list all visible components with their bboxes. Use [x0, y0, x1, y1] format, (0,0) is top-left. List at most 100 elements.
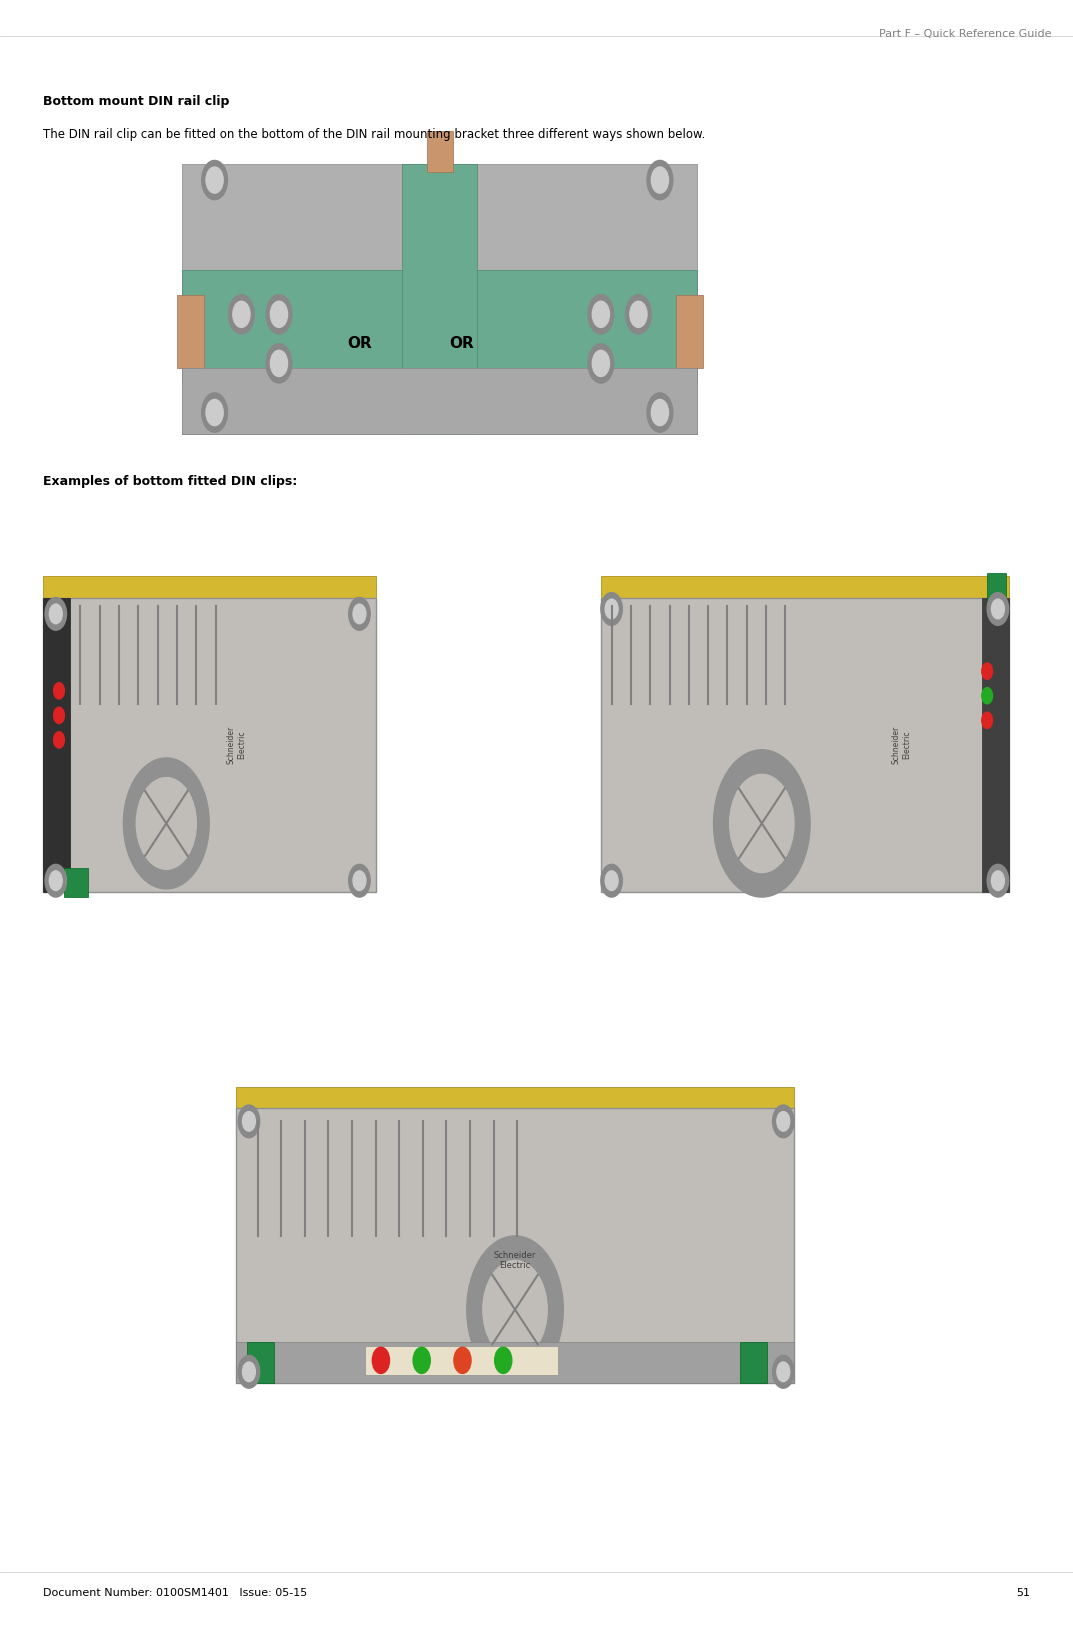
Circle shape: [349, 864, 370, 897]
Circle shape: [773, 1105, 794, 1138]
FancyBboxPatch shape: [740, 1342, 767, 1383]
FancyBboxPatch shape: [43, 598, 376, 892]
FancyBboxPatch shape: [182, 368, 697, 434]
Point: [663, 596, 676, 616]
Text: Examples of bottom fitted DIN clips:: Examples of bottom fitted DIN clips:: [43, 475, 297, 488]
Point: [760, 694, 773, 714]
Circle shape: [454, 1347, 471, 1373]
Point: [132, 694, 145, 714]
Point: [209, 596, 222, 616]
Circle shape: [270, 350, 288, 377]
Point: [322, 1226, 335, 1246]
Circle shape: [233, 301, 250, 327]
Circle shape: [242, 1362, 255, 1382]
Circle shape: [647, 393, 673, 432]
FancyBboxPatch shape: [177, 295, 204, 368]
Circle shape: [588, 344, 614, 383]
FancyBboxPatch shape: [236, 1342, 794, 1383]
Point: [346, 1112, 358, 1131]
Point: [74, 596, 87, 616]
Circle shape: [647, 160, 673, 200]
Point: [682, 596, 695, 616]
Circle shape: [982, 663, 993, 679]
Circle shape: [206, 399, 223, 426]
Point: [464, 1112, 476, 1131]
Point: [346, 1226, 358, 1246]
Circle shape: [206, 167, 223, 193]
Point: [464, 1226, 476, 1246]
Point: [702, 694, 715, 714]
FancyBboxPatch shape: [982, 598, 1009, 892]
Point: [760, 596, 773, 616]
Point: [113, 694, 126, 714]
Point: [644, 596, 657, 616]
Circle shape: [413, 1347, 430, 1373]
Circle shape: [54, 683, 64, 699]
FancyBboxPatch shape: [182, 164, 697, 434]
Point: [721, 596, 734, 616]
Point: [440, 1226, 453, 1246]
Point: [151, 694, 164, 714]
Point: [298, 1226, 311, 1246]
Circle shape: [353, 871, 366, 891]
Point: [487, 1226, 500, 1246]
Text: The DIN rail clip can be fitted on the bottom of the DIN rail mounting bracket t: The DIN rail clip can be fitted on the b…: [43, 128, 705, 141]
Point: [702, 596, 715, 616]
Circle shape: [605, 599, 618, 619]
FancyBboxPatch shape: [402, 164, 477, 434]
Circle shape: [592, 301, 609, 327]
Point: [644, 694, 657, 714]
Point: [487, 1112, 500, 1131]
Circle shape: [982, 712, 993, 728]
Point: [251, 1112, 264, 1131]
Point: [171, 694, 183, 714]
Circle shape: [987, 593, 1009, 625]
Circle shape: [730, 774, 794, 873]
Point: [93, 596, 106, 616]
Point: [393, 1226, 406, 1246]
Point: [779, 694, 792, 714]
Point: [190, 596, 203, 616]
Text: Schneider
Electric: Schneider Electric: [226, 725, 246, 764]
Circle shape: [991, 599, 1004, 619]
FancyBboxPatch shape: [601, 598, 1009, 892]
Circle shape: [651, 167, 668, 193]
Circle shape: [54, 707, 64, 724]
Circle shape: [372, 1347, 389, 1373]
Point: [209, 694, 222, 714]
Point: [74, 694, 87, 714]
Circle shape: [49, 871, 62, 891]
Point: [416, 1226, 429, 1246]
Circle shape: [495, 1347, 512, 1373]
Point: [275, 1112, 288, 1131]
Point: [779, 596, 792, 616]
Circle shape: [601, 593, 622, 625]
Point: [511, 1112, 524, 1131]
Point: [251, 1226, 264, 1246]
Circle shape: [123, 758, 209, 889]
Point: [298, 1112, 311, 1131]
Circle shape: [238, 1355, 260, 1388]
Point: [151, 596, 164, 616]
Circle shape: [626, 295, 651, 334]
Circle shape: [588, 295, 614, 334]
Circle shape: [49, 604, 62, 624]
FancyBboxPatch shape: [676, 295, 703, 368]
Circle shape: [54, 732, 64, 748]
FancyBboxPatch shape: [365, 1346, 558, 1375]
Point: [171, 596, 183, 616]
Point: [605, 596, 618, 616]
Point: [624, 596, 637, 616]
Circle shape: [242, 1112, 255, 1131]
Circle shape: [991, 871, 1004, 891]
Circle shape: [777, 1112, 790, 1131]
Point: [511, 1226, 524, 1246]
Point: [624, 694, 637, 714]
Point: [682, 694, 695, 714]
Point: [416, 1112, 429, 1131]
Point: [190, 694, 203, 714]
Text: 51: 51: [1016, 1588, 1030, 1598]
Circle shape: [202, 160, 227, 200]
FancyBboxPatch shape: [427, 131, 453, 172]
FancyBboxPatch shape: [236, 1108, 794, 1383]
